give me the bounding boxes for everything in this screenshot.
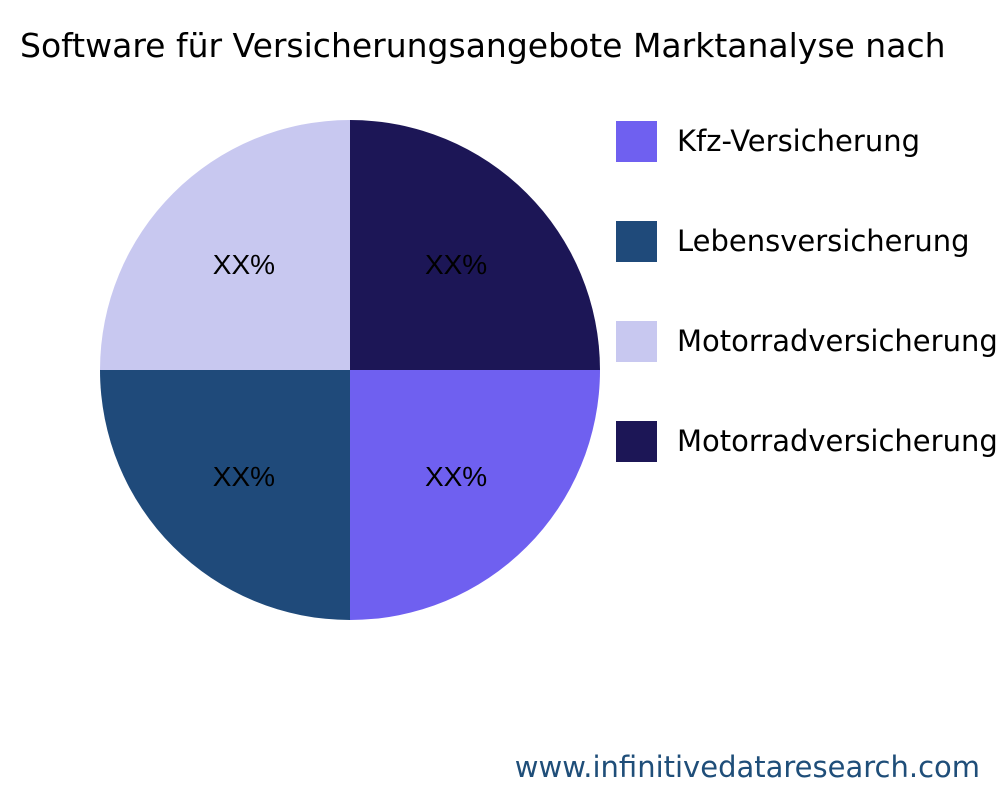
pie-slice [100,120,350,370]
legend-label: Lebensversicherung [677,224,970,258]
legend-label: Kfz-Versicherung [677,124,920,158]
slice-label: XX% [213,461,275,492]
pie-slice [100,370,350,620]
legend-item[interactable]: Lebensversicherung [616,220,970,262]
legend-label: Motorradversicherung [677,424,998,458]
chart-title: Software für Versicherungsangebote Markt… [20,26,946,65]
slice-label: XX% [425,461,487,492]
legend-item[interactable]: Kfz-Versicherung [616,120,920,162]
watermark: www.infinitivedataresearch.com [514,750,980,784]
legend-swatch [616,120,657,162]
slice-label: XX% [425,249,487,280]
legend-swatch [616,420,657,462]
pie-slice [350,120,600,370]
legend-swatch [616,220,657,262]
legend-item[interactable]: Motorradversicherung [616,320,998,362]
pie-slice [350,370,600,620]
legend-item[interactable]: Motorradversicherung [616,420,998,462]
legend-swatch [616,320,657,362]
slice-label: XX% [213,249,275,280]
legend-label: Motorradversicherung [677,324,998,358]
